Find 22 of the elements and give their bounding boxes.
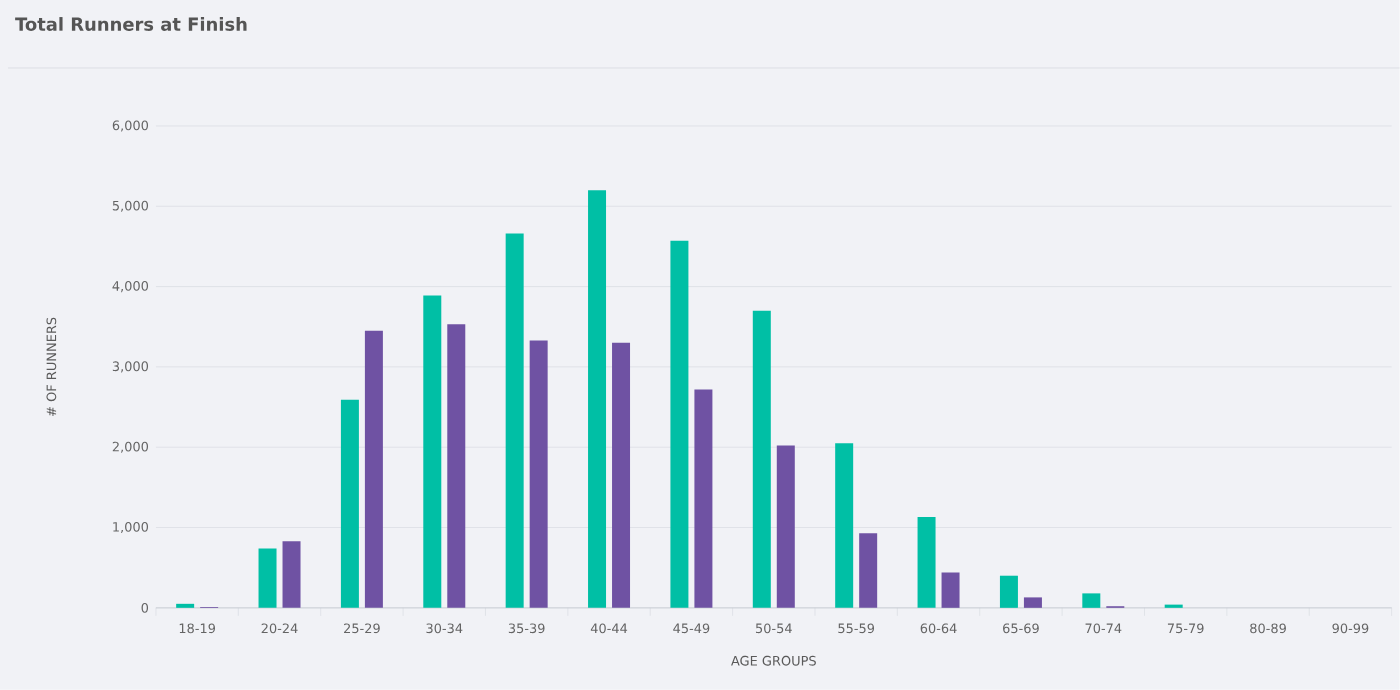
bar <box>282 541 301 608</box>
bar <box>588 190 607 608</box>
bar <box>752 310 771 608</box>
bar <box>941 572 960 608</box>
bar <box>835 443 854 608</box>
bar <box>1023 597 1042 608</box>
bar <box>612 342 631 608</box>
chart-title: Total Runners at Finish <box>15 17 247 32</box>
bar <box>505 233 524 608</box>
bar <box>423 295 442 608</box>
bar <box>670 240 689 608</box>
bar <box>258 548 277 608</box>
bar <box>859 533 878 608</box>
bar <box>917 517 936 608</box>
bar <box>447 324 466 608</box>
bar <box>694 389 713 608</box>
bar <box>776 445 795 608</box>
bar <box>364 330 383 608</box>
bar <box>529 340 548 608</box>
bar <box>340 399 359 608</box>
bar <box>999 575 1018 608</box>
bar <box>1082 593 1101 608</box>
